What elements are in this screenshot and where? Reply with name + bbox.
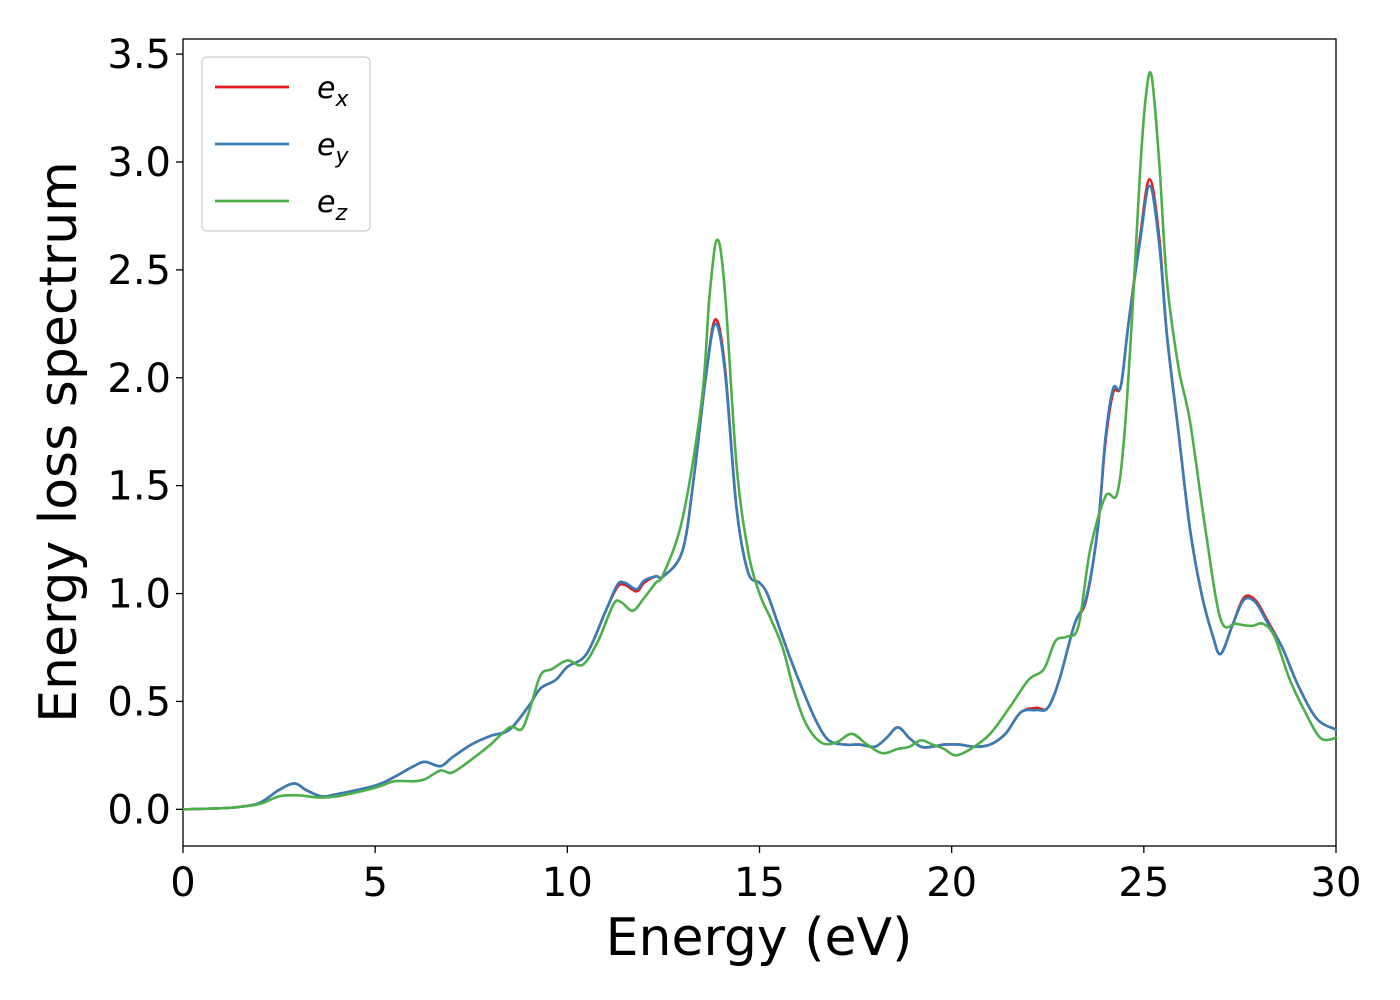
x-tick-label: 10 — [542, 860, 593, 906]
x-tick-label: 30 — [1311, 860, 1362, 906]
x-axis-ticks: 0 5 10 15 20 25 30 — [170, 846, 1361, 906]
legend-label-ex: ex — [317, 71, 349, 112]
x-tick-label: 15 — [734, 860, 785, 906]
y-tick-label: 1.0 — [107, 572, 171, 618]
y-tick-label: 3.5 — [107, 32, 171, 78]
x-tick-label: 0 — [170, 860, 195, 906]
x-axis-title: Energy (eV) — [606, 908, 913, 968]
y-tick-label: 3.0 — [107, 140, 171, 186]
series-line-ey — [181, 184, 1338, 811]
y-tick-label: 1.5 — [107, 464, 171, 510]
y-tick-label: 2.5 — [107, 248, 171, 294]
series-line-ez — [181, 70, 1338, 811]
y-tick-label: 0.5 — [107, 679, 171, 725]
x-tick-label: 25 — [1118, 860, 1169, 906]
x-tick-label: 5 — [362, 860, 387, 906]
y-tick-label: 0.0 — [107, 787, 171, 833]
legend-label-ez: ez — [317, 185, 347, 226]
legend-label-ey: ey — [317, 128, 349, 169]
legend: ex ey ez — [201, 56, 371, 232]
y-axis-ticks: 0.0 0.5 1.0 1.5 2.0 2.5 3.0 3.5 — [107, 32, 183, 833]
y-axis-title: Energy loss spectrum — [29, 161, 89, 723]
y-tick-label: 2.0 — [107, 356, 171, 402]
x-tick-label: 20 — [926, 860, 977, 906]
series-layer — [181, 70, 1338, 811]
